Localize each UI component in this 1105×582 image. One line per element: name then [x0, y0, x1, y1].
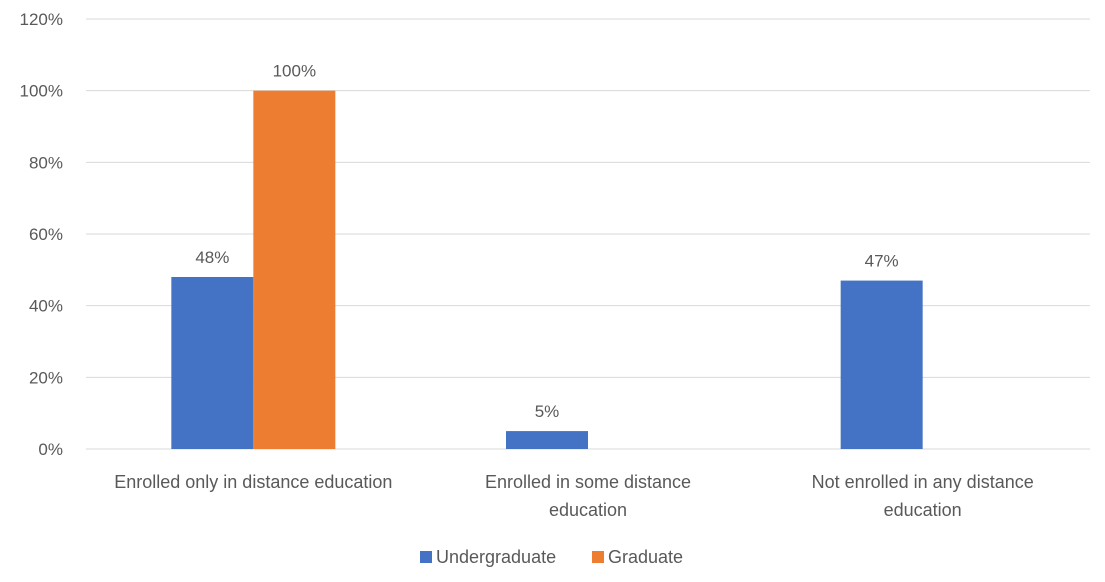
data-label: 100%: [273, 62, 316, 81]
y-tick-label: 40%: [29, 297, 63, 316]
bar-undergraduate: [171, 277, 254, 449]
x-category-label: Enrolled in some distance: [485, 472, 691, 492]
data-labels: 48% 100% 5% 47%: [195, 62, 898, 421]
legend-swatch-graduate: [592, 551, 604, 563]
x-axis-category-labels: Enrolled only in distance education Enrol…: [114, 472, 1033, 520]
y-tick-label: 0%: [38, 440, 63, 459]
x-category-label: education: [884, 500, 962, 520]
data-label: 5%: [535, 402, 560, 421]
x-category-label: Enrolled only in distance education: [114, 472, 392, 492]
x-category-label: education: [549, 500, 627, 520]
bar-undergraduate: [506, 431, 588, 449]
legend-label-undergraduate: Undergraduate: [436, 547, 556, 567]
y-tick-label: 20%: [29, 368, 63, 387]
y-tick-label: 100%: [20, 82, 63, 101]
data-label: 48%: [195, 248, 229, 267]
legend-label-graduate: Graduate: [608, 547, 683, 567]
legend: Undergraduate Graduate: [420, 547, 683, 567]
bar-graduate: [253, 90, 336, 450]
y-axis-tick-labels: 0% 20% 40% 60% 80% 100% 120%: [20, 10, 63, 459]
x-category-label: Not enrolled in any distance: [812, 472, 1034, 492]
y-tick-label: 120%: [20, 10, 63, 29]
bars: [171, 90, 923, 450]
data-label: 47%: [865, 252, 899, 271]
y-tick-label: 80%: [29, 153, 63, 172]
y-tick-label: 60%: [29, 225, 63, 244]
bar-undergraduate: [840, 280, 923, 449]
legend-swatch-undergraduate: [420, 551, 432, 563]
